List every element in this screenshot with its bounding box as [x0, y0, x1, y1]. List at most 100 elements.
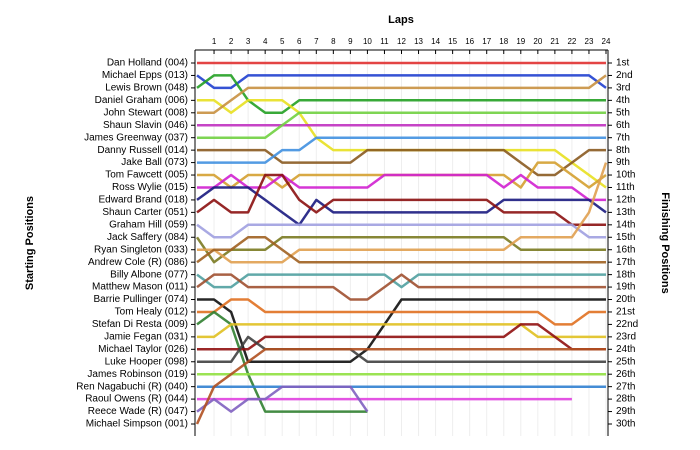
finish-label: 5th — [616, 107, 630, 118]
driver-label: Andrew Cole (R) (086) — [88, 257, 188, 268]
driver-label: Jamie Fegan (031) — [104, 332, 188, 343]
driver-label: Michael Taylor (026) — [98, 344, 188, 355]
finish-label: 3rd — [616, 83, 630, 94]
finish-label: 21st — [616, 307, 635, 318]
x-tick-label: 1 — [212, 37, 217, 46]
x-tick-label: 2 — [229, 37, 234, 46]
finish-label: 12th — [616, 195, 635, 206]
x-tick-label: 22 — [567, 37, 576, 46]
finish-label: 16th — [616, 244, 635, 255]
x-tick-label: 5 — [280, 37, 285, 46]
finish-label: 23rd — [616, 332, 636, 343]
driver-label: Tom Fawcett (005) — [105, 170, 188, 181]
driver-label: Ren Nagabuchi (R) (040) — [76, 381, 188, 392]
x-tick-label: 7 — [314, 37, 319, 46]
driver-label: Billy Albone (077) — [110, 269, 188, 280]
driver-line — [196, 310, 368, 413]
finish-label: 28th — [616, 394, 635, 405]
finish-label: 18th — [616, 269, 635, 280]
driver-line — [197, 136, 606, 164]
chart-title: Laps — [388, 14, 414, 26]
driver-line — [197, 173, 606, 202]
driver-line — [196, 74, 607, 90]
finish-label: 10th — [616, 170, 635, 181]
x-tick-label: 18 — [499, 37, 508, 46]
finish-label: 26th — [616, 369, 635, 380]
y-axis-title-right: Finishing Positions — [659, 192, 671, 293]
driver-label: Jack Saffery (084) — [107, 232, 188, 243]
finish-label: 1st — [616, 58, 630, 69]
driver-line — [197, 323, 606, 351]
x-tick-label: 14 — [431, 37, 440, 46]
driver-line — [195, 348, 606, 425]
x-tick-label: 11 — [380, 37, 389, 46]
driver-line — [197, 162, 608, 264]
driver-label: John Stewart (008) — [104, 107, 189, 118]
driver-label: Luke Hooper (098) — [105, 356, 188, 367]
driver-label: James Robinson (019) — [87, 369, 188, 380]
driver-label: Edward Brand (018) — [99, 195, 189, 206]
driver-label: Shaun Carter (051) — [102, 207, 188, 218]
x-tick-label: 3 — [246, 37, 251, 46]
finish-label: 17th — [616, 257, 635, 268]
driver-line — [196, 236, 606, 264]
driver-label: Tom Healy (012) — [115, 307, 188, 318]
driver-line — [196, 385, 369, 413]
x-tick-label: 13 — [414, 37, 423, 46]
driver-label: Danny Russell (014) — [97, 145, 188, 156]
x-tick-label: 16 — [465, 37, 474, 46]
x-tick-label: 17 — [482, 37, 491, 46]
finish-label: 9th — [616, 157, 630, 168]
x-tick-label: 20 — [533, 37, 542, 46]
x-tick-label: 10 — [363, 37, 372, 46]
x-tick-label: 8 — [331, 37, 336, 46]
finish-label: 20th — [616, 294, 635, 305]
finish-label: 11th — [616, 182, 635, 193]
finish-label: 15th — [616, 232, 635, 243]
driver-label: Dan Holland (004) — [107, 58, 188, 69]
driver-label: Ryan Singleton (033) — [94, 244, 188, 255]
finish-label: 27th — [616, 381, 635, 392]
driver-line — [196, 74, 606, 115]
driver-label: James Greenway (037) — [84, 132, 188, 143]
driver-line — [196, 186, 607, 227]
driver-line — [196, 273, 606, 301]
driver-label: Lewis Brown (048) — [105, 83, 188, 94]
x-tick-label: 19 — [516, 37, 525, 46]
x-tick-label: 15 — [448, 37, 457, 46]
finish-label: 8th — [616, 145, 630, 156]
x-tick-label: 23 — [585, 37, 594, 46]
finish-label: 30th — [616, 419, 635, 430]
driver-label: Jake Ball (073) — [121, 157, 188, 168]
x-tick-label: 9 — [348, 37, 353, 46]
driver-line — [197, 74, 607, 115]
driver-line — [197, 298, 606, 326]
x-tick-label: 6 — [297, 37, 302, 46]
driver-label: Shaun Slavin (046) — [103, 120, 188, 131]
driver-line — [197, 148, 606, 177]
y-axis-title-left: Starting Positions — [24, 196, 36, 290]
driver-label: Ross Wylie (015) — [112, 182, 188, 193]
finish-label: 29th — [616, 406, 635, 417]
finish-label: 14th — [616, 219, 635, 230]
driver-label: Barrie Pullinger (074) — [94, 294, 189, 305]
driver-line — [196, 223, 606, 239]
driver-line — [197, 111, 606, 139]
driver-line — [196, 173, 606, 227]
driver-label: Michael Epps (013) — [102, 70, 188, 81]
finish-label: 4th — [616, 95, 630, 106]
driver-line — [197, 298, 606, 364]
finish-label: 24th — [616, 344, 635, 355]
finish-label: 25th — [616, 356, 635, 367]
driver-line — [197, 323, 606, 339]
driver-line — [196, 273, 606, 289]
driver-label: Graham Hill (059) — [109, 219, 188, 230]
x-tick-label: 12 — [397, 37, 406, 46]
driver-line — [195, 236, 606, 264]
driver-label: Raoul Owens (R) (044) — [85, 394, 188, 405]
finish-label: 6th — [616, 120, 630, 131]
driver-label: Matthew Mason (011) — [92, 282, 188, 293]
driver-label: Daniel Graham (006) — [95, 95, 188, 106]
finish-label: 22nd — [616, 319, 638, 330]
